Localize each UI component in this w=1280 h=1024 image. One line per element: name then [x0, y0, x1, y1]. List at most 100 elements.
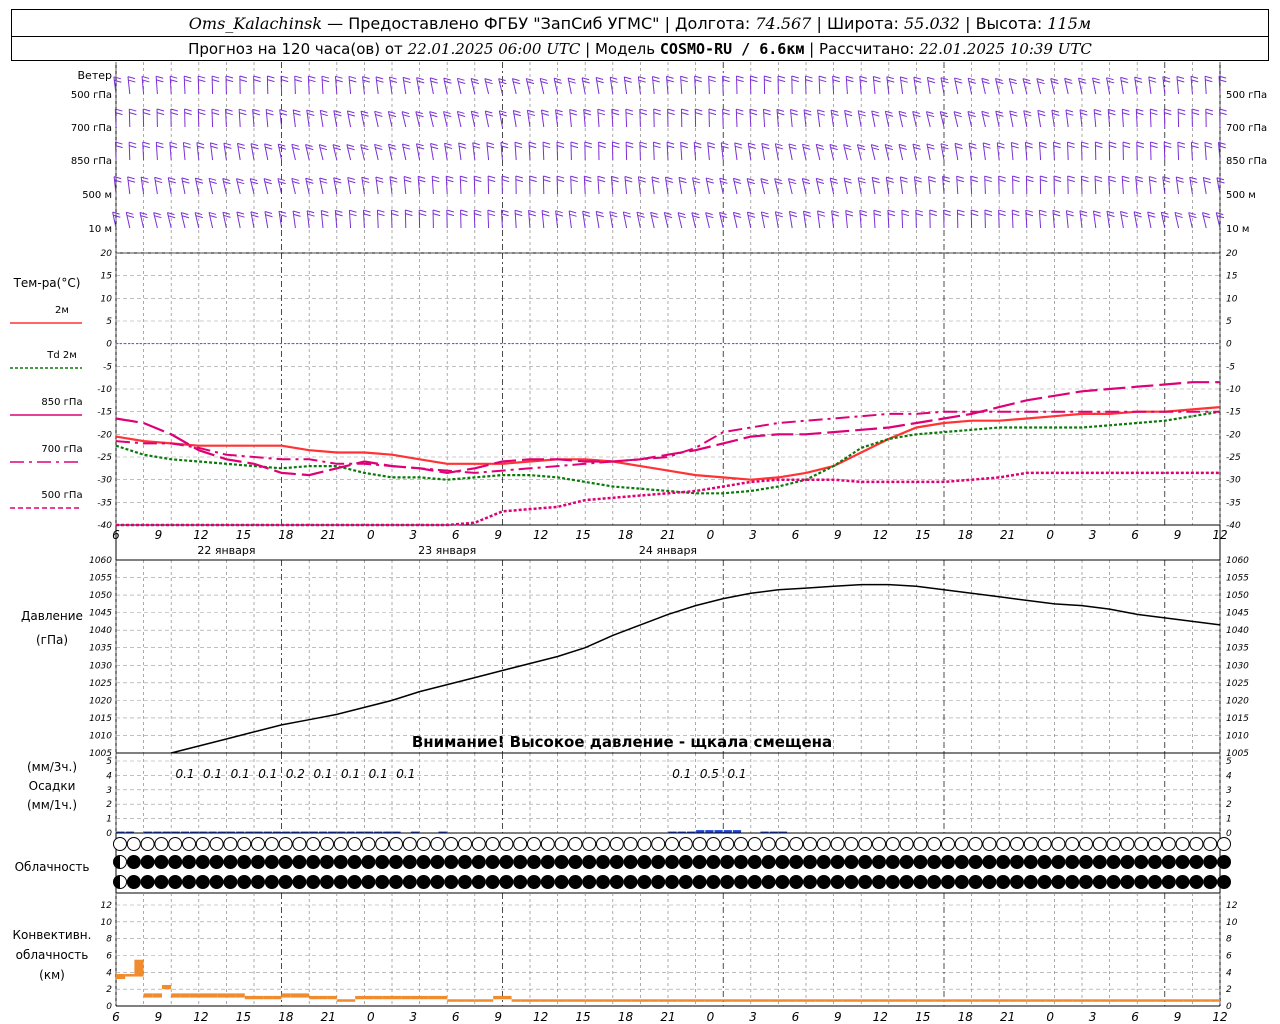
wind-barb-staff — [169, 142, 172, 161]
cloud-circle — [582, 837, 597, 851]
wind-barb-flag — [446, 213, 455, 217]
conv-cloud-bar — [1017, 999, 1027, 1002]
conv-cloud-bar — [1054, 999, 1064, 1002]
wind-barb-staff — [886, 76, 890, 95]
wind-barb — [1052, 141, 1061, 161]
cloud-symbol — [347, 875, 362, 889]
wind-barb-flag — [181, 215, 190, 219]
wind-barb-flag — [210, 142, 218, 146]
wind-barb — [361, 176, 370, 195]
wind-barb — [859, 209, 868, 229]
cloud-symbol — [347, 855, 362, 869]
conv-cloud-bar — [465, 999, 475, 1002]
wind-barb-staff — [1092, 210, 1097, 229]
wind-barb — [265, 108, 274, 128]
wind-barb-staff — [484, 110, 490, 128]
wind-barb-staff — [830, 110, 835, 128]
wind-barb-staff — [264, 211, 269, 229]
wind-barb — [968, 142, 977, 161]
wind-barb-flag — [652, 79, 660, 83]
cloud-circle — [182, 855, 196, 869]
wind-barb-flag — [598, 141, 606, 145]
cloud-circle — [941, 837, 955, 851]
pres-ytick-left: 1045 — [89, 609, 112, 619]
wind-barb-flag — [884, 144, 893, 148]
conv-cloud-bar — [1118, 999, 1128, 1002]
cloud-symbol — [1175, 837, 1190, 851]
x-tick-label-bottom: 3 — [409, 1010, 417, 1024]
wind-barb — [970, 209, 979, 229]
wind-barb-flag — [832, 75, 840, 79]
cloud-circle — [720, 875, 735, 889]
chart-header: Oms_Kalachinsk — Предоставлено ФГБУ "Зап… — [11, 9, 1269, 61]
wind-barb-flag — [693, 180, 701, 184]
wind-barb-flag — [487, 175, 496, 179]
wind-barb-flag — [1067, 179, 1075, 183]
conv-ytick-right: 8 — [1226, 935, 1232, 945]
wind-barb-flag — [775, 143, 783, 147]
wind-barb — [915, 209, 924, 229]
wind-barb — [639, 108, 648, 128]
wind-barb-flag — [1150, 141, 1158, 145]
wind-barb-staff — [431, 176, 434, 195]
x-tick-label-bottom: 6 — [112, 1010, 120, 1024]
cloud-symbol — [140, 855, 155, 869]
wind-barb-staff — [250, 143, 255, 161]
provider: Предоставлено ФГБУ "ЗапСиб УГМС" — [348, 14, 660, 33]
cloud-symbol — [803, 855, 817, 869]
cloud-circle — [844, 855, 859, 869]
precip-ytick-left: 2 — [106, 800, 112, 810]
cloud-symbol — [720, 837, 735, 851]
wind-barb-flag — [156, 108, 165, 112]
wind-barb-flag — [1039, 145, 1047, 149]
wind-barb-staff — [166, 212, 172, 229]
conv-cloud-bar — [622, 999, 632, 1002]
wind-barb-flag — [140, 215, 148, 219]
wind-barb — [1147, 211, 1156, 229]
wind-barb-staff — [416, 77, 421, 95]
wind-barb-flag — [430, 146, 439, 150]
wind-barb-flag — [485, 113, 494, 117]
wind-barb-staff — [416, 143, 421, 161]
wind-barb — [984, 209, 993, 229]
wind-barb-flag — [1203, 180, 1212, 184]
wind-barb-staff — [1038, 210, 1042, 229]
wind-barb — [487, 209, 496, 229]
wind-barb — [445, 175, 454, 195]
cloud-circle — [637, 875, 652, 889]
wind-barb-flag — [1051, 109, 1060, 113]
wind-barb-flag — [402, 143, 410, 147]
wind-barb — [292, 109, 301, 128]
wind-barb-staff — [277, 144, 283, 161]
cloud-symbol — [471, 875, 486, 889]
conv-cloud-bar — [833, 999, 843, 1002]
cloud-symbol — [264, 875, 279, 889]
x-tick-label-bottom: 12 — [873, 1010, 888, 1024]
cloud-circle — [444, 875, 459, 889]
cloud-symbol — [375, 855, 390, 869]
wind-barb-flag — [597, 108, 605, 112]
wind-barb-flag — [789, 146, 797, 150]
cloud-symbol — [734, 855, 748, 869]
pres-ytick-left: 1040 — [89, 626, 112, 636]
wind-barb — [333, 177, 342, 195]
wind-barb-flag — [736, 79, 744, 83]
cloud-circle — [720, 837, 735, 851]
wind-barb-staff — [885, 177, 890, 195]
pres-ytick-right: 1005 — [1226, 749, 1249, 759]
cloud-symbol — [941, 875, 955, 889]
wind-barb-flag — [474, 179, 482, 183]
wind-barb-flag — [774, 178, 782, 182]
wind-barb — [1011, 209, 1020, 229]
wind-barb-flag — [998, 179, 1006, 183]
wind-barb-flag — [1039, 209, 1047, 213]
wind-barb-flag — [611, 179, 619, 183]
wind-barb-staff — [525, 78, 531, 95]
precip-bar — [383, 831, 392, 833]
conv-cloud-bar — [382, 995, 392, 1000]
wind-barb-flag — [1149, 79, 1157, 83]
wind-barb-flag — [500, 141, 509, 145]
wind-barb-flag — [900, 79, 908, 83]
cloud-symbol — [1148, 855, 1162, 869]
conv-cloud-bar — [539, 999, 549, 1002]
